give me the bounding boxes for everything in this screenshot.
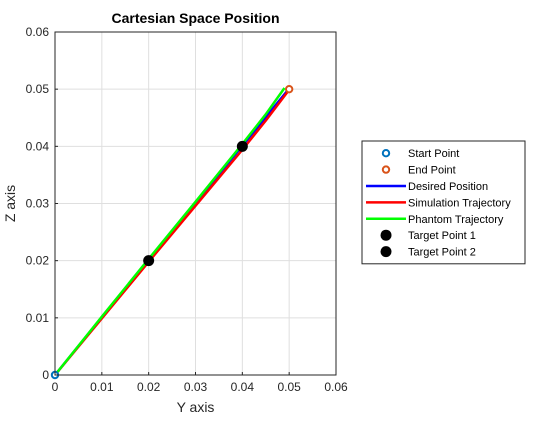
y-tick-label: 0.04 <box>26 139 50 153</box>
legend-swatch <box>381 149 391 158</box>
x-tick-label: 0 <box>52 380 59 394</box>
x-tick-label: 0.02 <box>137 380 161 394</box>
y-axis-label: Z axis <box>2 185 18 222</box>
chart-title: Cartesian Space Position <box>111 10 279 26</box>
x-tick-label: 0.04 <box>231 380 255 394</box>
target-point-1-marker <box>143 255 155 267</box>
y-tick-label: 0.05 <box>26 82 50 96</box>
y-tick-label: 0.02 <box>26 254 50 268</box>
y-tick-label: 0 <box>42 368 49 382</box>
end-point-marker <box>284 84 294 94</box>
legend-label: Target Point 2 <box>408 247 476 259</box>
y-tick-label: 0.01 <box>26 311 50 325</box>
y-tick-label: 0.06 <box>26 25 50 39</box>
x-tick-label: 0.01 <box>90 380 114 394</box>
legend-label: Phantom Trajectory <box>408 214 504 226</box>
legend-entry-simulation-trajectory: Simulation Trajectory <box>366 197 511 209</box>
legend-swatch <box>381 165 391 174</box>
legend-entry-phantom-trajectory: Phantom Trajectory <box>366 214 504 226</box>
legend-entry-target-point-2: Target Point 2 <box>380 246 476 259</box>
x-tick-label: 0.03 <box>184 380 208 394</box>
legend: Start Point End Point Desired Position Simu… <box>361 140 526 265</box>
legend-label: Simulation Trajectory <box>408 197 511 209</box>
legend-label: End Point <box>408 165 456 177</box>
legend-label: Desired Position <box>408 181 488 193</box>
phantom-trajectory-line <box>54 87 286 376</box>
legend-entry-end-point: End Point <box>381 165 456 177</box>
legend-swatch <box>380 246 392 258</box>
legend-entry-start-point: Start Point <box>381 148 459 160</box>
x-tick-label: 0.05 <box>277 380 301 394</box>
legend-entry-desired-position: Desired Position <box>366 181 488 193</box>
legend-label: Start Point <box>408 148 459 160</box>
y-tick-label: 0.03 <box>26 197 50 211</box>
x-tick-label: 0.06 <box>324 380 348 394</box>
plot-area: 0 0.01 0.02 0.03 0.04 0.05 0.06 0 0.01 0.02 0.03 0.… <box>26 25 348 394</box>
x-axis-label: Y axis <box>177 399 215 415</box>
legend-label: Target Point 1 <box>408 230 476 242</box>
ticks: 0 0.01 0.02 0.03 0.04 0.05 0.06 0 0.01 0.02 0.03 0.… <box>26 25 348 394</box>
series-layer <box>50 84 294 380</box>
legend-swatch <box>380 229 392 241</box>
target-point-2-marker <box>236 140 248 152</box>
legend-entry-target-point-1: Target Point 1 <box>380 229 476 242</box>
